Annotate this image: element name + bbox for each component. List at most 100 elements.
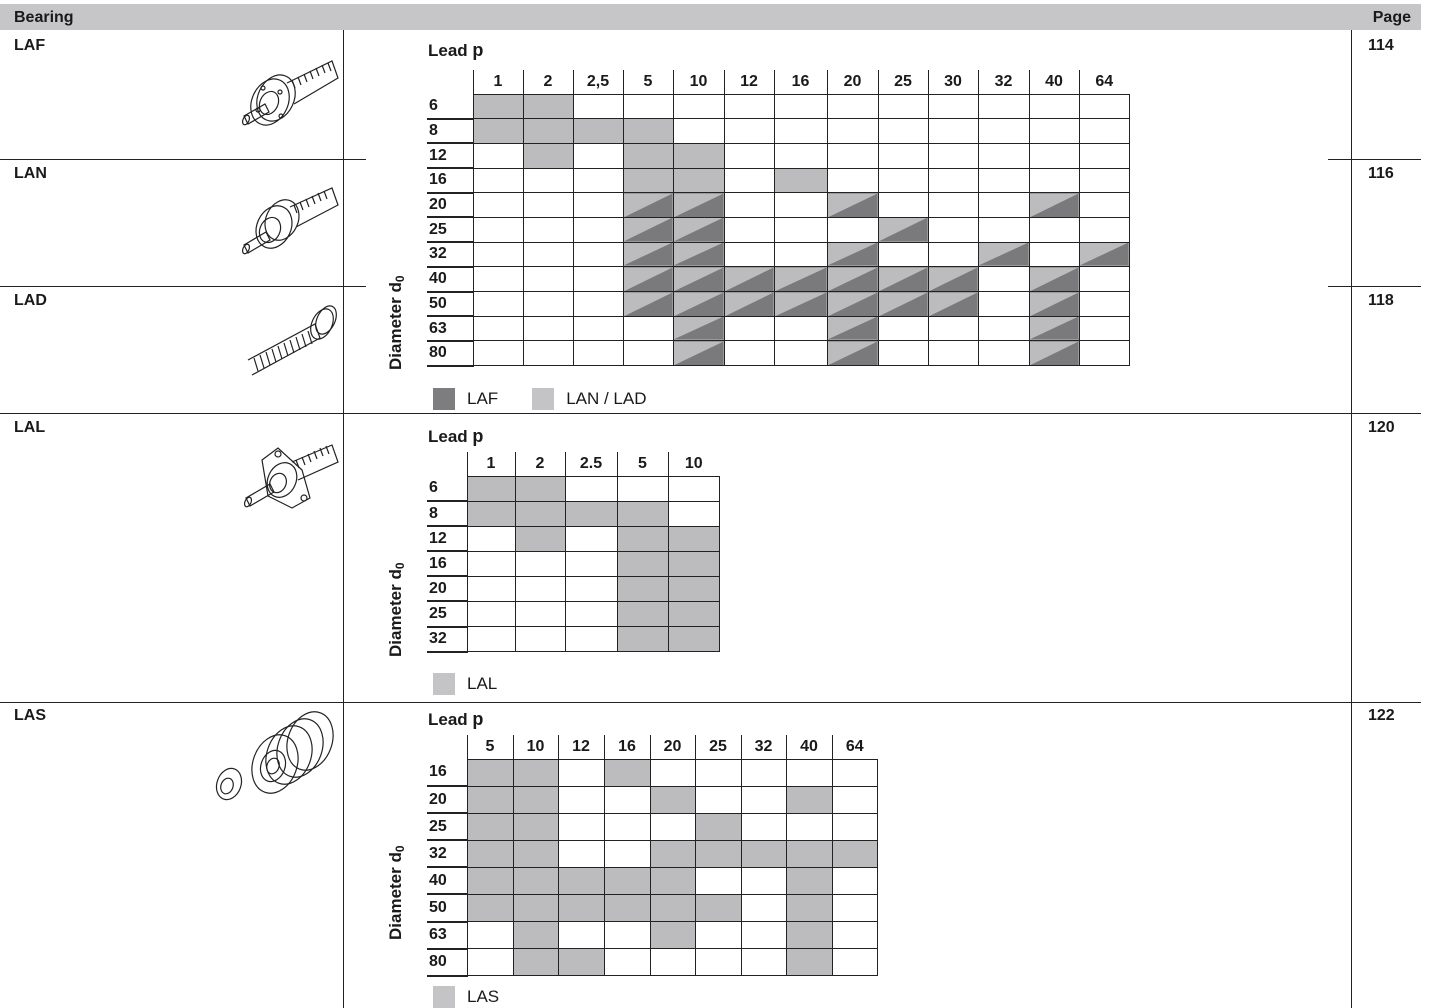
availability-cell-both (826, 291, 879, 317)
lead-column-header: 5 (466, 735, 513, 760)
availability-cell (616, 626, 669, 653)
empty-cell (514, 626, 566, 653)
empty-cell (514, 575, 566, 602)
availability-cell (831, 839, 878, 868)
lead-column-header: 10 (672, 70, 724, 95)
table-row: 16 (427, 550, 720, 578)
empty-cell (466, 575, 516, 602)
availability-cell (466, 758, 514, 787)
availability-cell-both (672, 241, 725, 268)
bearing-label-lad: LAD (14, 292, 47, 309)
page-number-lad: 118 (1368, 292, 1394, 309)
legend-label: LAF (467, 389, 499, 408)
diameter-axis-label-2: Diameter d0 (386, 562, 407, 657)
diameter-row-header: 16 (427, 168, 473, 194)
availability-cell (694, 839, 742, 868)
empty-cell (472, 142, 524, 169)
empty-cell (877, 192, 929, 218)
availability-cell (512, 785, 559, 814)
availability-cell (472, 93, 524, 120)
empty-cell (723, 93, 775, 120)
bearing-column-header: Bearing (14, 9, 74, 26)
row-divider (0, 159, 366, 160)
empty-cell (603, 839, 651, 868)
availability-cell-both (1028, 192, 1080, 218)
table-row: 25 (427, 216, 1130, 244)
availability-cell-both (622, 216, 674, 243)
availability-cell-both (672, 340, 725, 367)
las-bearing-image (215, 711, 334, 801)
row-divider (1328, 286, 1421, 287)
lead-column-header: 32 (977, 70, 1029, 95)
empty-cell (1078, 291, 1130, 317)
table-row: 8 (427, 500, 720, 528)
empty-cell (927, 118, 979, 144)
lead-column-header: 10 (667, 452, 719, 477)
empty-cell (831, 785, 878, 814)
availability-cell (512, 921, 559, 950)
empty-cell (622, 93, 674, 120)
empty-cell (977, 93, 1030, 120)
lead-column-header: 20 (649, 735, 695, 760)
empty-cell (740, 758, 787, 787)
availability-cell (616, 600, 669, 628)
right-column-divider (1351, 30, 1352, 1008)
diameter-row-header: 50 (427, 291, 473, 318)
lead-title-2: Lead p (428, 426, 484, 446)
availability-cell-both (773, 291, 828, 317)
availability-cell (616, 575, 669, 602)
availability-cell-both (773, 266, 828, 292)
empty-cell (466, 550, 516, 577)
diameter-row-header: 8 (427, 118, 473, 145)
lead-column-header: 2 (522, 70, 573, 95)
empty-cell (694, 758, 742, 787)
empty-cell (472, 291, 524, 317)
empty-cell (522, 340, 574, 367)
lead-column-header: 40 (1028, 70, 1079, 95)
empty-cell (694, 866, 742, 895)
availability-cell (649, 785, 696, 814)
diameter-row-header: 80 (427, 948, 467, 977)
diameter-row-header: 20 (427, 786, 467, 815)
table-row: 80 (427, 948, 878, 977)
lead-column-header: 1 (472, 70, 523, 95)
empty-cell (740, 866, 787, 895)
empty-cell (472, 167, 524, 194)
empty-cell (694, 948, 742, 977)
availability-cell-both (672, 266, 725, 292)
empty-cell (831, 893, 878, 923)
empty-cell (522, 291, 574, 317)
empty-cell (927, 315, 979, 342)
availability-cell (616, 500, 669, 527)
empty-cell (603, 921, 651, 950)
diameter-row-header: 80 (427, 340, 473, 367)
lead-column-header: 12 (723, 70, 774, 95)
empty-cell (740, 785, 787, 814)
table-corner (427, 70, 473, 94)
legend-3: LAS (433, 986, 533, 1008)
availability-cell (466, 893, 514, 923)
availability-cell-both (723, 291, 775, 317)
empty-cell (977, 315, 1030, 342)
empty-cell (927, 216, 979, 243)
empty-cell (927, 142, 979, 169)
diameter-axis-label-1: Diameter d0 (386, 275, 407, 370)
lead-column-header: 16 (773, 70, 827, 95)
lead-column-header: 40 (785, 735, 832, 760)
empty-cell (723, 192, 775, 218)
empty-cell (1078, 192, 1130, 218)
availability-cell-both (1028, 266, 1080, 292)
empty-cell (557, 812, 605, 841)
diameter-row-header: 32 (427, 840, 467, 869)
table-corner (427, 735, 467, 759)
empty-cell (522, 167, 574, 194)
diameter-row-header: 12 (427, 526, 467, 553)
availability-cell (472, 118, 524, 144)
availability-cell-both (672, 216, 725, 243)
diameter-row-header: 12 (427, 143, 473, 170)
empty-cell (667, 475, 720, 502)
empty-cell (785, 758, 833, 787)
table-row: 6 (427, 475, 720, 503)
table-row: 40 (427, 866, 878, 896)
availability-cell (512, 893, 559, 923)
